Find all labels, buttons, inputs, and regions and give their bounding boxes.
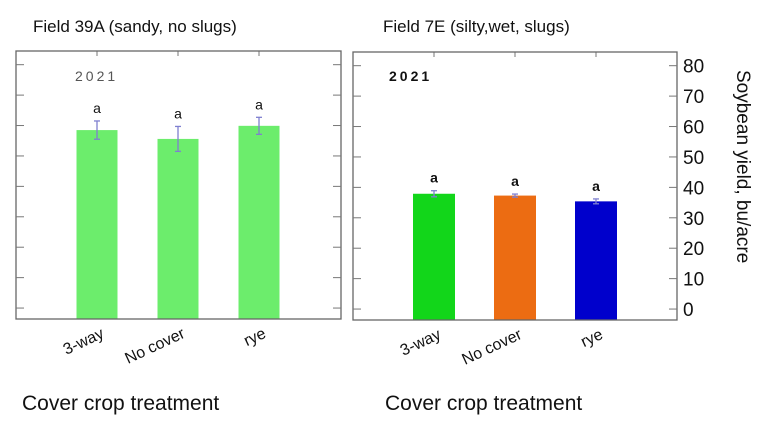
x-tick-label: No cover (459, 326, 525, 369)
bar-no-cover (157, 138, 199, 319)
significance-letter: a (430, 170, 438, 186)
x-axis-label-left: Cover crop treatment (22, 392, 219, 415)
x-tick-label: rye (578, 326, 605, 351)
significance-letter: a (511, 173, 519, 189)
significance-letter: a (592, 178, 600, 194)
y-tick-label: 30 (683, 209, 704, 230)
significance-letter: a (93, 100, 101, 116)
x-axis-label-right: Cover crop treatment (385, 392, 582, 415)
bar-rye (238, 125, 280, 319)
y-tick-label: 70 (683, 87, 704, 108)
x-tick-label: No cover (122, 325, 188, 368)
y-tick-label: 60 (683, 118, 704, 139)
plot-frame (15, 50, 342, 320)
significance-letter: a (174, 105, 182, 121)
panel-title-right: Field 7E (silty,wet, slugs) (383, 17, 570, 36)
y-tick-label: 20 (683, 239, 704, 260)
y-tick-label: 10 (683, 270, 704, 291)
y-axis-label: Soybean yield, bu/acre (732, 70, 753, 263)
significance-letter: a (255, 96, 263, 112)
x-tick-label: rye (241, 325, 268, 350)
x-tick-label: 3-way (398, 326, 444, 359)
y-tick-label: 0 (683, 300, 694, 321)
annotation-right: 2021 (389, 68, 432, 84)
annotation-left: 2021 (75, 68, 118, 84)
y-tick-label: 80 (683, 57, 704, 78)
panel-title-left: Field 39A (sandy, no slugs) (33, 17, 237, 36)
bar-3-way (76, 130, 118, 319)
bar-3-way (413, 193, 455, 320)
y-tick-label: 40 (683, 178, 704, 199)
y-tick-label: 50 (683, 148, 704, 169)
x-tick-label: 3-way (61, 325, 107, 358)
bar-rye (575, 201, 617, 320)
plot-frame (352, 51, 678, 321)
bar-no-cover (494, 195, 536, 320)
